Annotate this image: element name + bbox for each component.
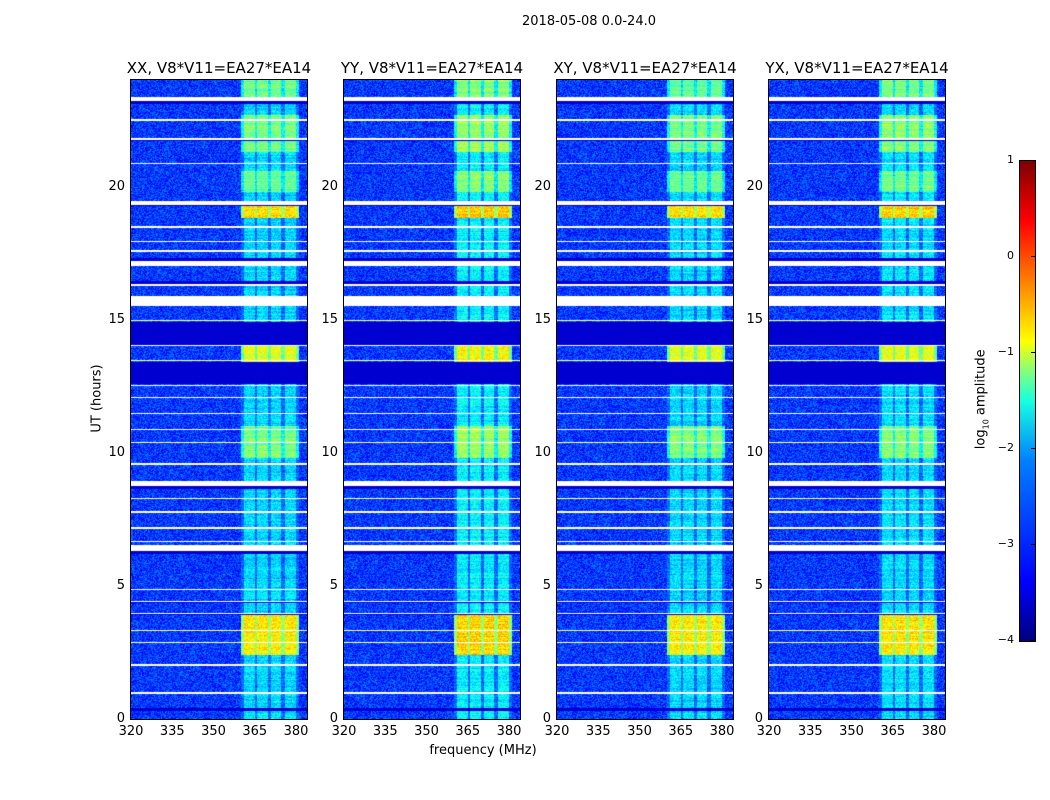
x-tick-label: 365: [455, 724, 481, 739]
y-tick-label: 5: [754, 577, 763, 593]
colorbar-tick-mark: [1031, 448, 1035, 449]
y-tick-label: 20: [534, 178, 551, 194]
y-tick-label: 15: [108, 311, 125, 327]
colorbar-tick-mark: [1031, 640, 1035, 641]
y-tick-label: 15: [746, 311, 763, 327]
x-tick-label: 320: [756, 724, 782, 739]
panel-title: YY, V8*V11=EA27*EA14: [340, 59, 524, 77]
waterfall-panel: [343, 79, 521, 720]
waterfall-panel: [130, 79, 308, 720]
x-tick-label: 365: [880, 724, 906, 739]
y-axis-label: UT (hours): [89, 364, 105, 433]
colorbar-tick-label: −4: [997, 633, 1014, 646]
waterfall-heatmap: [557, 80, 733, 719]
panel-title: XY, V8*V11=EA27*EA14: [553, 59, 737, 77]
y-tick-label: 5: [329, 577, 338, 593]
colorbar-tick-mark: [1031, 544, 1035, 545]
x-tick-label: 335: [159, 724, 185, 739]
y-tick-label: 0: [542, 711, 551, 726]
colorbar-tick-mark: [1031, 160, 1035, 161]
colorbar-label-main: log: [973, 429, 989, 450]
x-tick-label: 350: [839, 724, 864, 739]
x-tick-label: 350: [201, 724, 226, 739]
y-tick-label: 5: [116, 577, 125, 593]
x-axis-label: frequency (MHz): [429, 743, 537, 758]
y-tick-label: 20: [321, 178, 338, 194]
x-tick-label: 335: [372, 724, 398, 739]
colorbar-label: log10 amplitude: [974, 339, 991, 459]
y-tick-label: 20: [108, 178, 125, 194]
x-tick-label: 335: [797, 724, 823, 739]
x-tick-label: 365: [242, 724, 268, 739]
y-tick-label: 15: [534, 311, 551, 327]
x-tick-label: 350: [627, 724, 652, 739]
x-tick-label: 365: [668, 724, 694, 739]
waterfall-panel: [556, 79, 734, 720]
colorbar-tick-mark: [1031, 256, 1035, 257]
figure-title: 2018-05-08 0.0-24.0: [522, 14, 656, 29]
x-tick-label: 320: [331, 724, 357, 739]
y-tick-label: 20: [746, 178, 763, 194]
waterfall-heatmap: [344, 80, 520, 719]
colorbar-label-sub: 10: [981, 419, 991, 430]
colorbar: [1019, 160, 1036, 642]
y-tick-label: 0: [116, 711, 125, 726]
waterfall-panel: [768, 79, 946, 720]
x-tick-label: 380: [921, 724, 947, 739]
colorbar-tick-label: −2: [997, 441, 1014, 454]
colorbar-tick-label: −3: [997, 537, 1014, 550]
x-tick-label: 350: [414, 724, 439, 739]
y-tick-label: 10: [108, 444, 125, 460]
colorbar-tick-mark: [1031, 352, 1035, 353]
colorbar-tick-label: −1: [997, 345, 1014, 358]
x-tick-label: 380: [709, 724, 735, 739]
x-tick-label: 335: [585, 724, 611, 739]
colorbar-tick-label: 0: [1007, 249, 1014, 262]
y-tick-label: 0: [329, 711, 338, 726]
waterfall-heatmap: [131, 80, 307, 719]
x-tick-label: 320: [118, 724, 144, 739]
panel-title: XX, V8*V11=EA27*EA14: [126, 59, 312, 77]
waterfall-heatmap: [769, 80, 945, 719]
x-tick-label: 380: [283, 724, 309, 739]
colorbar-tick-label: 1: [1007, 153, 1014, 166]
y-tick-label: 10: [746, 444, 763, 460]
y-tick-label: 15: [321, 311, 338, 327]
panel-title: YX, V8*V11=EA27*EA14: [765, 59, 949, 77]
y-tick-label: 0: [754, 711, 763, 726]
x-tick-label: 320: [544, 724, 570, 739]
y-tick-label: 10: [321, 444, 338, 460]
y-tick-label: 10: [534, 444, 551, 460]
colorbar-label-tail: amplitude: [973, 349, 989, 420]
x-tick-label: 380: [496, 724, 522, 739]
y-tick-label: 5: [542, 577, 551, 593]
